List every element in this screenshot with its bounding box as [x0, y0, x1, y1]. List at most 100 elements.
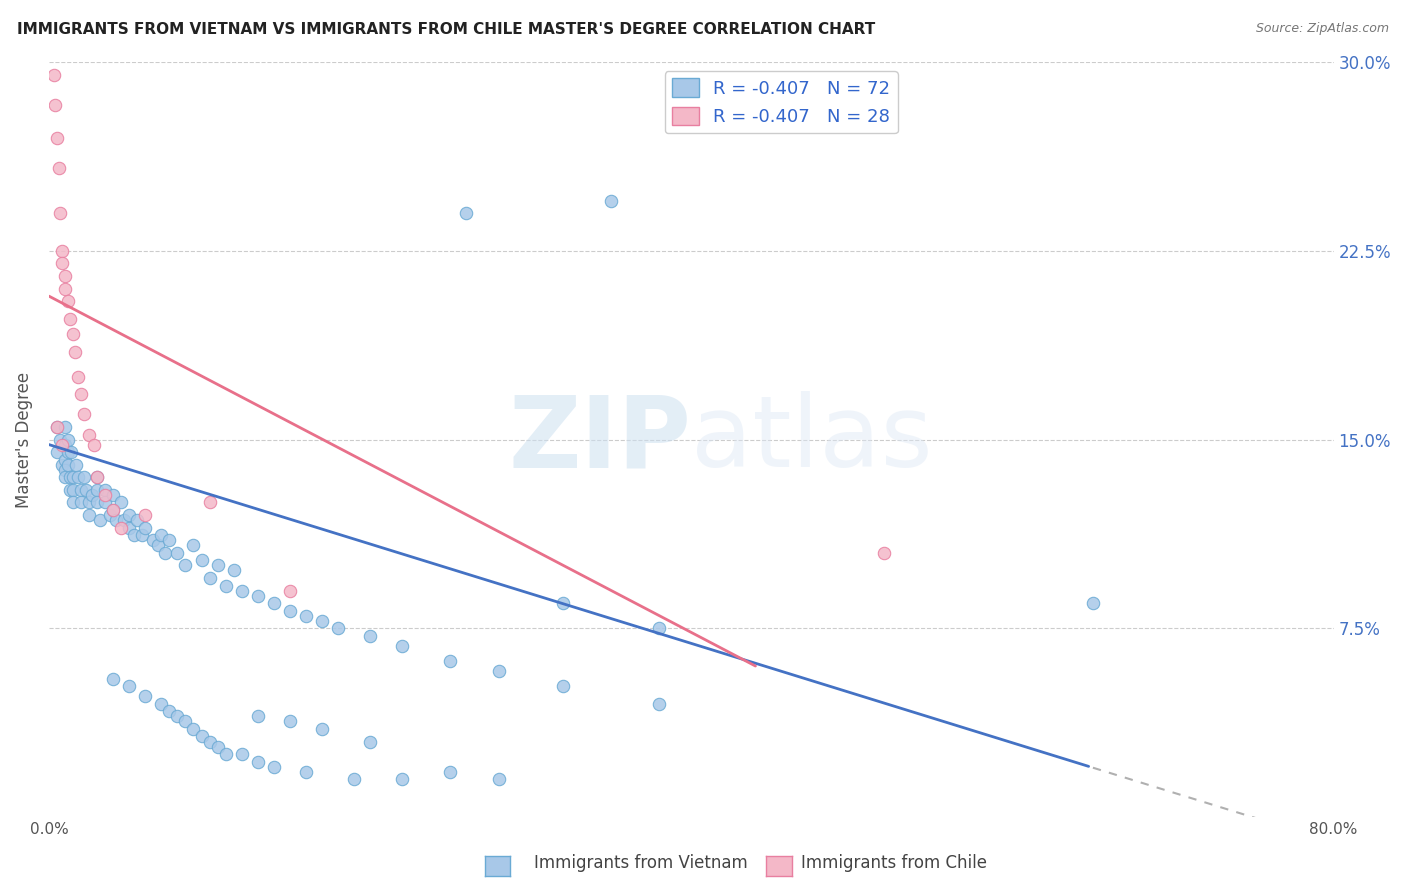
Point [53, 282, 76, 296]
Point [222, 563, 245, 577]
Point [263, 596, 285, 610]
Point [118, 679, 141, 693]
Point [98, 508, 121, 522]
Point [311, 614, 333, 628]
Point [89, 513, 111, 527]
Point [70, 387, 93, 401]
Point [131, 528, 153, 542]
Point [174, 714, 197, 729]
Point [134, 690, 156, 704]
Text: atlas: atlas [692, 391, 932, 488]
Point [62, 470, 84, 484]
Point [53, 470, 76, 484]
Point [63, 344, 86, 359]
Point [391, 772, 413, 787]
Point [77, 495, 100, 509]
Point [51, 458, 73, 472]
Point [94, 488, 117, 502]
Point [51, 244, 73, 258]
Point [150, 697, 173, 711]
Point [62, 495, 84, 509]
Point [278, 583, 301, 598]
Point [94, 495, 117, 509]
Point [214, 578, 236, 592]
Point [150, 528, 173, 542]
Text: Source: ZipAtlas.com: Source: ZipAtlas.com [1256, 22, 1389, 36]
Point [246, 709, 269, 723]
Point [488, 772, 510, 787]
Point [44, 98, 66, 112]
Point [456, 206, 478, 220]
Point [105, 513, 128, 527]
Point [51, 256, 73, 270]
Point [83, 437, 105, 451]
Point [600, 194, 623, 208]
Point [82, 488, 104, 502]
Point [166, 709, 188, 723]
Point [94, 483, 117, 497]
Point [58, 445, 80, 459]
Point [198, 734, 221, 748]
Point [86, 483, 108, 497]
Point [70, 495, 93, 509]
Point [62, 326, 84, 341]
Point [53, 420, 76, 434]
Y-axis label: Master's Degree: Master's Degree [15, 371, 32, 508]
Text: IMMIGRANTS FROM VIETNAM VS IMMIGRANTS FROM CHILE MASTER'S DEGREE CORRELATION CHA: IMMIGRANTS FROM VIETNAM VS IMMIGRANTS FR… [17, 22, 875, 37]
Point [359, 629, 381, 643]
Point [551, 596, 574, 610]
Point [295, 764, 318, 779]
Point [48, 161, 70, 175]
Point [86, 470, 108, 484]
Point [122, 528, 145, 542]
Point [75, 483, 97, 497]
Point [231, 583, 253, 598]
Point [873, 546, 896, 560]
Point [66, 369, 89, 384]
Point [103, 503, 125, 517]
Point [103, 488, 125, 502]
Point [278, 714, 301, 729]
Point [46, 420, 69, 434]
Point [198, 571, 221, 585]
Point [183, 538, 205, 552]
Point [53, 268, 76, 283]
Point [246, 589, 269, 603]
Point [118, 508, 141, 522]
Point [65, 458, 87, 472]
Point [488, 664, 510, 678]
Point [439, 654, 461, 668]
Point [59, 470, 82, 484]
Point [198, 495, 221, 509]
Text: ZIP: ZIP [509, 391, 692, 488]
Point [648, 697, 671, 711]
Point [73, 408, 96, 422]
Point [134, 508, 156, 522]
Point [62, 483, 84, 497]
Point [190, 553, 212, 567]
Point [142, 533, 165, 548]
Point [53, 452, 76, 467]
Point [263, 760, 285, 774]
Point [127, 513, 149, 527]
Point [295, 608, 318, 623]
Point [53, 437, 76, 451]
Point [51, 437, 73, 451]
Point [70, 483, 93, 497]
Point [246, 755, 269, 769]
Point [134, 521, 156, 535]
Point [359, 734, 381, 748]
Point [42, 68, 65, 82]
Point [77, 427, 100, 442]
Point [118, 521, 141, 535]
Point [86, 470, 108, 484]
Text: Immigrants from Chile: Immigrants from Chile [801, 855, 987, 872]
Point [73, 470, 96, 484]
Point [103, 672, 125, 686]
Point [114, 513, 136, 527]
Point [46, 420, 69, 434]
Point [58, 433, 80, 447]
Point [231, 747, 253, 761]
Point [1081, 596, 1104, 610]
Point [103, 503, 125, 517]
